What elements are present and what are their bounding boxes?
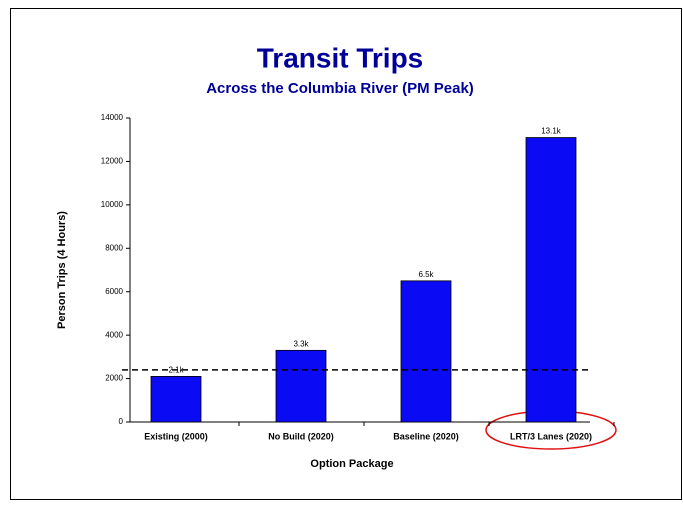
bar <box>400 280 452 423</box>
y-tick-label: 8000 <box>105 243 123 252</box>
y-tick-label: 12000 <box>101 157 124 166</box>
chart-subtitle: Across the Columbia River (PM Peak) <box>206 80 474 97</box>
y-tick-label: 14000 <box>101 113 124 122</box>
x-tick-label: Baseline (2020) <box>393 431 459 441</box>
y-tick-label: 2000 <box>105 374 123 383</box>
bar <box>150 375 202 423</box>
bar <box>275 349 327 423</box>
x-axis-label: Option Package <box>310 458 393 470</box>
y-axis-label: Person Trips (4 Hours) <box>56 211 68 329</box>
y-tick-label: 0 <box>119 417 124 426</box>
value-label: 6.5k <box>418 270 434 279</box>
x-tick-label: Existing (2000) <box>144 431 208 441</box>
y-tick-label: 4000 <box>105 330 123 339</box>
x-tick-label: LRT/3 Lanes (2020) <box>510 431 592 441</box>
value-label: 3.3k <box>293 339 309 348</box>
y-tick-label: 6000 <box>105 287 123 296</box>
bar <box>525 137 577 423</box>
chart-title: Transit Trips <box>257 42 424 73</box>
frame <box>10 8 682 500</box>
value-label: 13.1k <box>541 127 562 136</box>
x-tick-label: No Build (2020) <box>268 431 334 441</box>
y-tick-label: 10000 <box>101 200 124 209</box>
